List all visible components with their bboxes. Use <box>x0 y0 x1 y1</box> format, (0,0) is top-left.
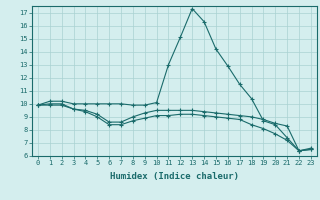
X-axis label: Humidex (Indice chaleur): Humidex (Indice chaleur) <box>110 172 239 181</box>
